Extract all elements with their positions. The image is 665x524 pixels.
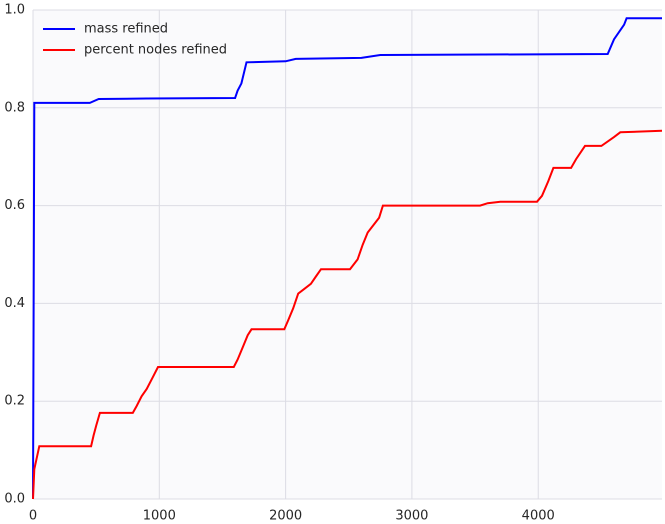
y-tick-label: 0.0 [4,492,25,507]
x-tick-label: 4000 [522,509,555,524]
data-line [32,129,663,500]
legend-label: mass refined [84,22,168,37]
plot-area [33,10,662,499]
x-tick-label: 2000 [269,509,302,524]
x-tick-label: 0 [29,509,37,524]
y-tick-label: 0.4 [4,296,25,311]
legend-label: percent nodes refined [84,43,227,58]
data-line [32,17,662,500]
y-tick-label: 1.0 [4,3,25,18]
y-tick-label: 0.6 [4,198,25,213]
y-tick-label: 0.8 [4,100,25,115]
x-tick-label: 1000 [143,509,176,524]
y-tick-label: 0.2 [4,394,25,409]
x-tick-label: 3000 [395,509,428,524]
